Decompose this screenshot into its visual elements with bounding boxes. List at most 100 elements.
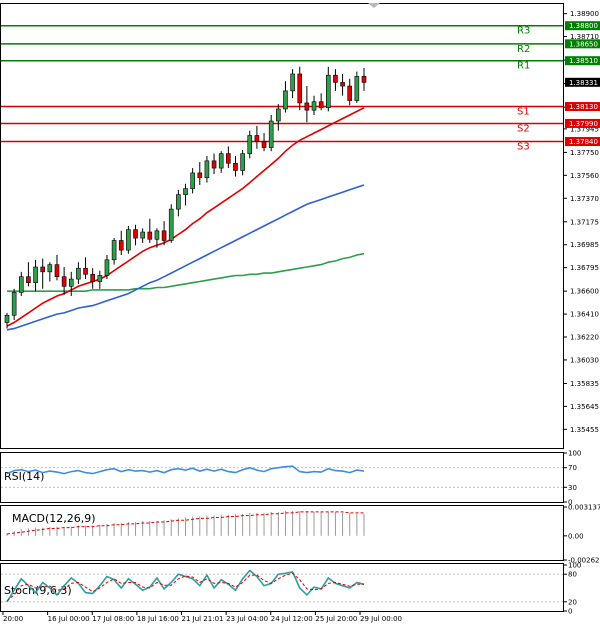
level-name-r1: R1 bbox=[517, 61, 530, 72]
level-name-r2: R2 bbox=[517, 44, 530, 55]
candle-bull bbox=[269, 121, 273, 148]
candle-bear bbox=[348, 86, 352, 100]
time-tick-label: 18 Jul 16:00 bbox=[137, 615, 179, 623]
macd-tick-label: 0.00 bbox=[568, 532, 584, 540]
candle-bull bbox=[291, 74, 295, 91]
candle-bear bbox=[162, 231, 166, 241]
candle-bull bbox=[76, 268, 80, 279]
time-tick-label: 16 Jul 00:00 bbox=[48, 615, 90, 623]
macd-tick-label: 0.003137 bbox=[568, 504, 600, 512]
level-price-label: 1.38510 bbox=[569, 57, 598, 65]
level-price-label: 1.38800 bbox=[569, 22, 598, 30]
candle-bull bbox=[355, 76, 359, 100]
candle-bear bbox=[119, 240, 123, 250]
price-tick-label: 1.36220 bbox=[570, 334, 599, 342]
level-name-s3: S3 bbox=[517, 142, 530, 153]
time-tick-label: 17 Jul 08:00 bbox=[92, 615, 134, 623]
rsi-panel-frame bbox=[1, 453, 564, 503]
candle-bear bbox=[198, 173, 202, 178]
price-tick-label: 1.38900 bbox=[570, 10, 599, 18]
price-tick-label: 1.37175 bbox=[570, 218, 599, 226]
candle-bear bbox=[212, 161, 216, 168]
level-price-label: 1.38130 bbox=[569, 103, 598, 111]
candle-bear bbox=[305, 103, 309, 110]
price-tick-label: 1.35455 bbox=[570, 426, 599, 434]
current-price-label: 1.38331 bbox=[569, 79, 598, 87]
current-price-marker: 1.38331 bbox=[565, 78, 600, 87]
stoch-tick-label: 20 bbox=[568, 598, 577, 606]
stoch-tick-label: 80 bbox=[568, 571, 577, 579]
candle-bear bbox=[298, 74, 302, 103]
candle-bear bbox=[233, 163, 237, 170]
level-price-label: 1.37840 bbox=[569, 138, 598, 146]
level-name-s1: S1 bbox=[517, 107, 530, 118]
candle-bear bbox=[26, 277, 30, 283]
candle-bear bbox=[262, 142, 266, 148]
candle-bull bbox=[12, 292, 16, 315]
candle-bull bbox=[141, 232, 145, 238]
candle-bear bbox=[41, 267, 45, 272]
candle-bull bbox=[176, 195, 180, 209]
time-tick-label: 23 Jul 04:00 bbox=[226, 615, 268, 623]
candle-bear bbox=[333, 75, 337, 82]
level-price-label: 1.38650 bbox=[569, 40, 598, 48]
main-panel-frame bbox=[1, 4, 564, 449]
candle-bull bbox=[112, 240, 116, 259]
candle-bull bbox=[219, 154, 223, 168]
level-name-r3: R3 bbox=[517, 26, 530, 37]
candle-bull bbox=[326, 75, 330, 108]
stoch-tick-label: 0 bbox=[568, 608, 572, 616]
candle-bull bbox=[155, 231, 159, 239]
time-tick-label: 25 Jul 20:00 bbox=[315, 615, 357, 623]
candle-bear bbox=[255, 136, 259, 142]
time-tick-label: 24 Jul 12:00 bbox=[271, 615, 313, 623]
candle-bull bbox=[105, 260, 109, 276]
price-tick-label: 1.36795 bbox=[570, 264, 599, 272]
stoch-panel-frame bbox=[1, 564, 564, 612]
candle-bull bbox=[126, 230, 130, 251]
candle-bear bbox=[62, 277, 66, 287]
candle-bull bbox=[241, 154, 245, 171]
price-tick-label: 1.36600 bbox=[570, 288, 599, 296]
time-tick-label: 21 Jul 21:01 bbox=[182, 615, 224, 623]
candle-bull bbox=[184, 189, 188, 195]
price-tick-label: 1.35835 bbox=[570, 380, 599, 388]
level-name-s2: S2 bbox=[517, 123, 530, 134]
candle-bear bbox=[319, 102, 323, 108]
candle-bear bbox=[226, 154, 230, 164]
candle-bull bbox=[34, 267, 38, 283]
candle-bull bbox=[248, 136, 252, 154]
time-tick-label: 20:00 bbox=[3, 615, 23, 623]
candle-bear bbox=[134, 230, 138, 238]
rsi-tick-label: 100 bbox=[568, 450, 581, 458]
rsi-tick-label: 70 bbox=[568, 464, 577, 472]
price-tick-label: 1.36410 bbox=[570, 311, 599, 319]
candle-bear bbox=[91, 274, 95, 281]
candle-bull bbox=[191, 173, 195, 189]
candle-bear bbox=[362, 76, 366, 82]
candle-bull bbox=[19, 277, 23, 293]
price-tick-label: 1.37560 bbox=[570, 172, 599, 180]
price-tick-label: 1.37750 bbox=[570, 149, 599, 157]
candle-bull bbox=[69, 279, 73, 286]
price-tick-label: 1.35645 bbox=[570, 403, 599, 411]
candle-bear bbox=[84, 268, 88, 274]
price-tick-label: 1.36030 bbox=[570, 356, 599, 364]
rsi-tick-label: 30 bbox=[568, 484, 577, 492]
candle-bull bbox=[98, 275, 102, 281]
level-price-label: 1.37990 bbox=[569, 120, 598, 128]
candle-bull bbox=[169, 209, 173, 240]
candle-bull bbox=[312, 102, 316, 110]
candle-bull bbox=[283, 91, 287, 109]
stoch-tick-label: 100 bbox=[568, 562, 581, 570]
candle-bull bbox=[205, 161, 209, 178]
candle-bull bbox=[276, 109, 280, 121]
price-tick-label: 1.36985 bbox=[570, 241, 599, 249]
candle-bear bbox=[55, 265, 59, 277]
price-tick-label: 1.37370 bbox=[570, 195, 599, 203]
candle-bear bbox=[148, 232, 152, 239]
time-tick-label: 29 Jul 00:00 bbox=[360, 615, 402, 623]
candle-bear bbox=[341, 82, 345, 86]
candle-bull bbox=[5, 315, 9, 322]
